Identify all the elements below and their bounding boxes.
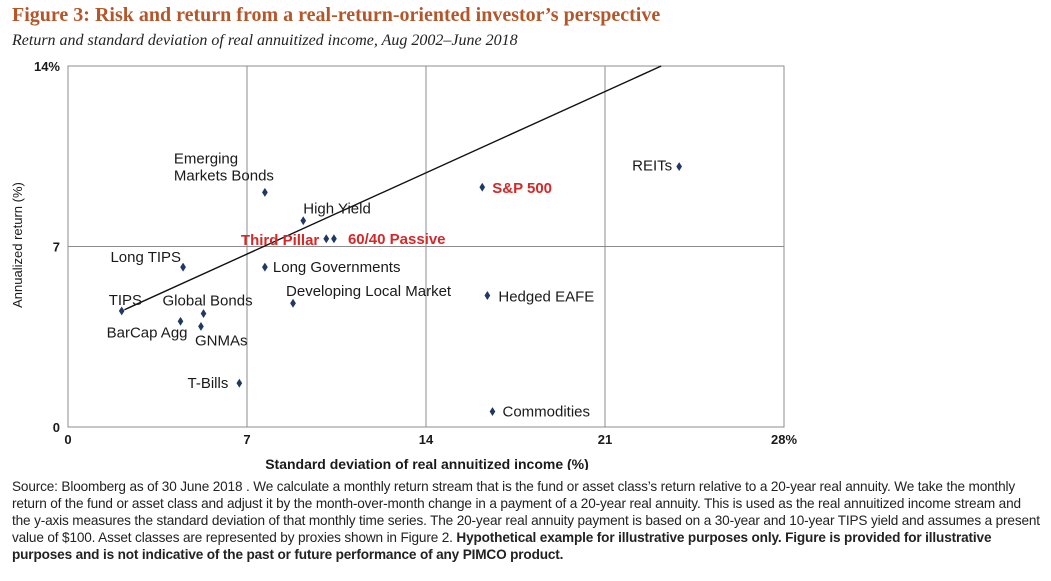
grid-lines (67, 65, 785, 428)
data-point-marker (483, 289, 491, 302)
data-point-label: Hedged EAFE (498, 288, 594, 305)
point-labels: REITs S&P 500 Emerging Markets Bonds High Yi… (107, 150, 673, 420)
data-point-label: TIPS (109, 292, 142, 309)
trend-line (121, 65, 662, 312)
x-tick-label: 14 (419, 432, 434, 447)
data-point-label: GNMAs (195, 332, 248, 349)
x-tick-label: 0 (64, 432, 71, 447)
tick-labels: 0 7 14 21 28% 0 7 14% (34, 59, 797, 447)
data-point-marker (199, 307, 208, 320)
data-point-label: High Yield (303, 201, 371, 218)
data-point-marker (675, 161, 683, 173)
data-point-marker (261, 261, 269, 273)
y-tick-label: 14% (34, 59, 60, 74)
data-point-label: Long TIPS (110, 249, 181, 266)
data-point-label: S&P 500 (492, 180, 552, 197)
data-point-label-line: Emerging (174, 150, 238, 167)
data-point-label: 60/40 Passive (348, 231, 446, 248)
x-axis-label: Standard deviation of real annuitized in… (265, 456, 589, 470)
data-point-marker (235, 377, 243, 389)
y-tick-label: 7 (53, 240, 60, 255)
x-tick-label: 7 (243, 432, 250, 447)
x-tick-label: 21 (598, 432, 612, 447)
data-point-marker (330, 233, 338, 245)
data-point-label-line: Markets Bonds (174, 167, 274, 184)
x-tick-label: 28% (771, 432, 797, 447)
data-point-label: Third Pillar (241, 232, 320, 249)
figure-title: Figure 3: Risk and return from a real-re… (12, 4, 661, 26)
data-point-marker (322, 233, 330, 245)
source-note: Source: Bloomberg as of 30 June 2018 . W… (12, 478, 1042, 563)
scatter-chart: REITs S&P 500 Emerging Markets Bonds High Yi… (10, 59, 797, 470)
data-point-marker (488, 405, 497, 418)
data-point-label: Developing Local Market (286, 283, 452, 300)
data-point-label: REITs (632, 158, 672, 175)
trend-line-group (121, 65, 662, 312)
data-point-marker (179, 261, 187, 273)
data-point-marker (289, 297, 297, 309)
data-points (118, 161, 683, 418)
data-point-label: BarCap Agg (107, 324, 188, 341)
data-point-marker (118, 305, 126, 317)
y-tick-label: 0 (53, 420, 60, 435)
y-axis-label: Annualized return (%) (10, 182, 25, 308)
data-point-label: Global Bonds (163, 293, 253, 310)
data-point-label: Commodities (502, 404, 590, 421)
disclaimer-text: Hypothetical example for illustrative pu… (12, 530, 992, 562)
data-point-marker (299, 215, 307, 227)
data-point-label: Emerging Markets Bonds (174, 150, 274, 184)
data-point-label: Long Governments (273, 259, 401, 276)
data-point-marker (478, 181, 486, 193)
data-point-marker (176, 315, 185, 327)
figure-subtitle: Return and standard deviation of real an… (12, 32, 518, 49)
data-point-label: T-Bills (187, 375, 228, 392)
data-point-marker (197, 320, 205, 332)
source-text: Source: Bloomberg as of 30 June 2018 . W… (12, 479, 1040, 545)
data-point-marker (261, 186, 269, 198)
